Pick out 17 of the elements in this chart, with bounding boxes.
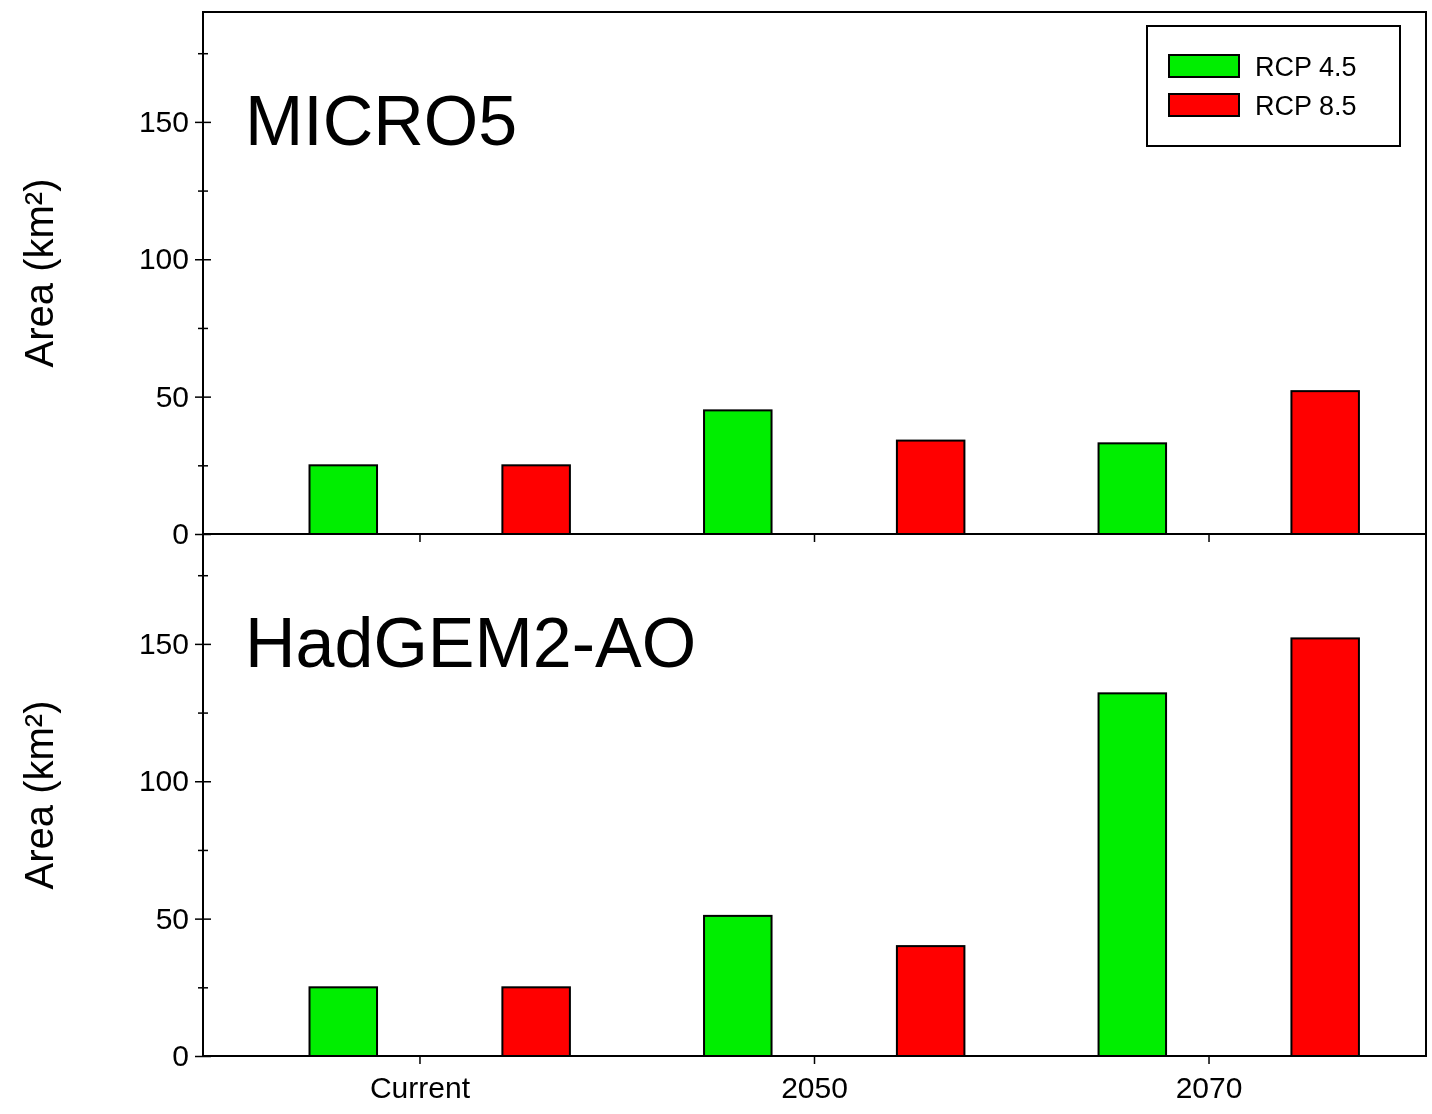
x-tick-label: 2050 — [781, 1071, 848, 1104]
y-tick-label: 100 — [138, 242, 189, 276]
y-tick-label: 50 — [155, 379, 189, 413]
y-tick-label: 50 — [155, 901, 189, 935]
y-tick-label: 100 — [138, 764, 189, 798]
y-axis-title: Area (km²) — [17, 700, 61, 890]
y-axis-title: Area (km²) — [17, 178, 61, 368]
y-tick-label: 150 — [138, 626, 189, 660]
legend-label: RCP 8.5 — [1255, 91, 1357, 121]
y-tick-label: 150 — [138, 104, 189, 138]
x-tick-label: Current — [369, 1071, 471, 1104]
text: HadGEM2-AO — [245, 604, 697, 682]
text: MICRO5 — [245, 82, 518, 160]
y-tick-label: 0 — [172, 1039, 189, 1073]
legend-label: RCP 4.5 — [1255, 52, 1357, 82]
x-tick-label: 2070 — [1175, 1071, 1243, 1104]
y-tick-label: 0 — [172, 517, 189, 551]
